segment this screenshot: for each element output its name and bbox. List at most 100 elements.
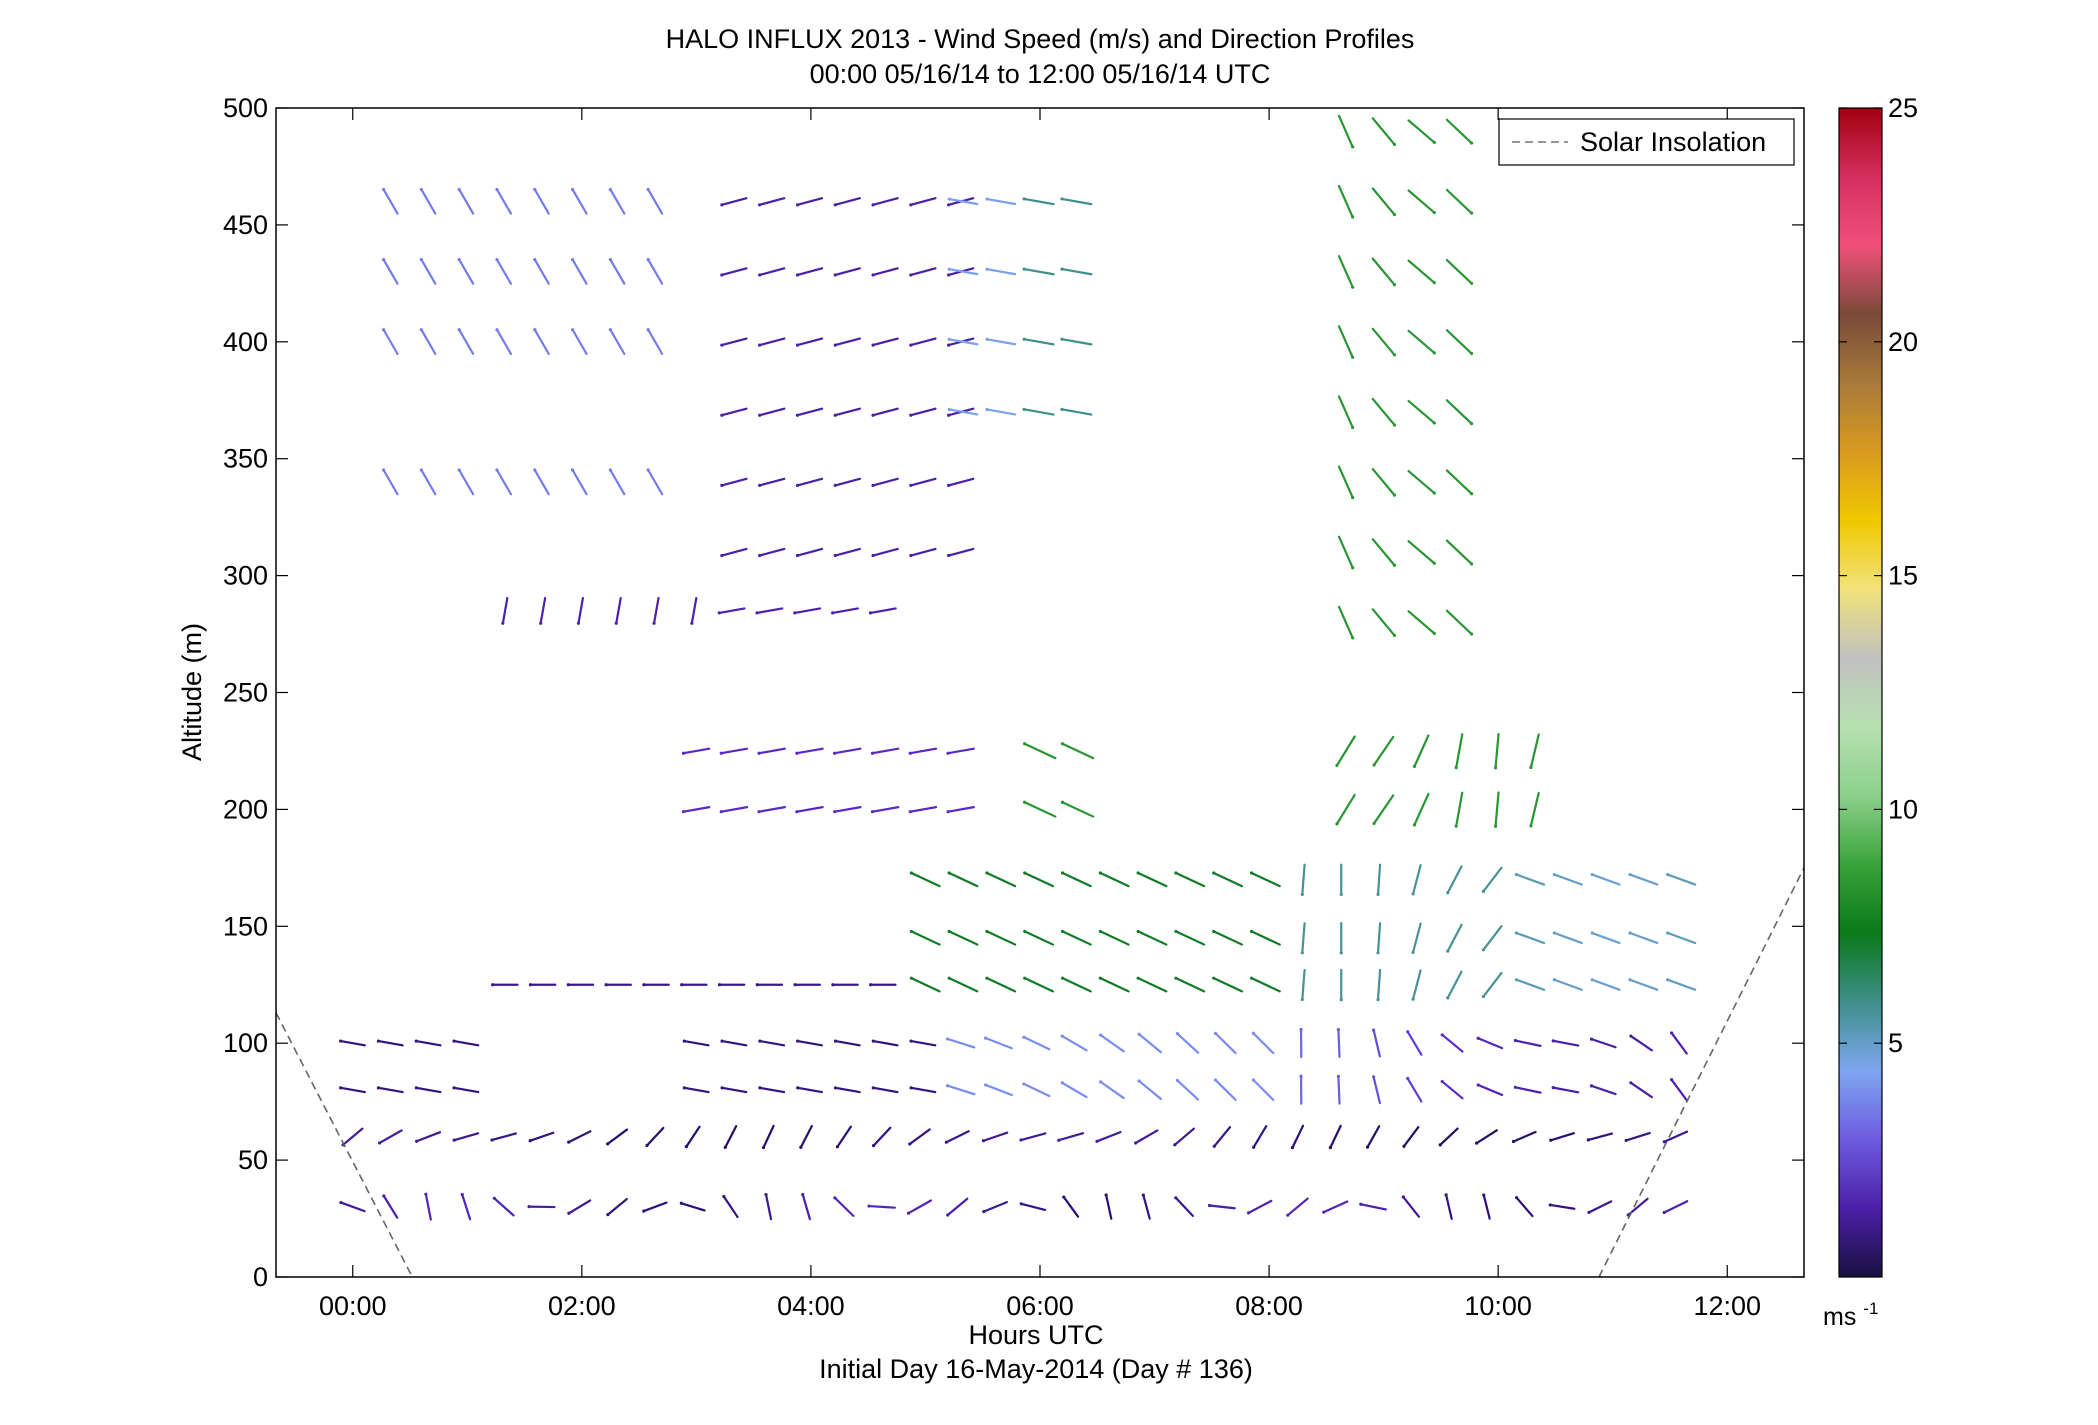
wind-barb	[720, 197, 748, 207]
wind-barb-shaft	[1482, 866, 1503, 893]
wind-barb-shaft	[1445, 609, 1473, 636]
wind-barb-head	[1432, 631, 1436, 635]
wind-barb-head	[1469, 632, 1474, 636]
wind-barb-shaft	[724, 1125, 738, 1149]
wind-barb	[909, 1086, 937, 1094]
wind-barb-shaft	[1666, 873, 1697, 886]
wind-barb-head	[1392, 563, 1397, 567]
wind-barb-shaft	[609, 188, 626, 215]
wind-barb	[533, 328, 550, 355]
wind-barb-head	[795, 273, 800, 277]
y-tick-label: 150	[223, 911, 268, 941]
wind-barb-head	[1174, 1196, 1178, 1200]
wind-barb	[1589, 1084, 1617, 1096]
wind-barb	[1445, 539, 1474, 566]
wind-barb	[795, 547, 824, 558]
wind-barb-head	[717, 611, 721, 615]
wind-barb-shaft	[1670, 1031, 1688, 1055]
wind-barb	[1438, 1127, 1459, 1147]
wind-barb	[796, 1039, 823, 1047]
wind-barb-shaft	[834, 197, 861, 206]
wind-barb-shaft	[1060, 197, 1093, 206]
wind-barb	[339, 1086, 366, 1094]
wind-barb-head	[723, 1145, 727, 1149]
wind-barb	[1476, 1036, 1504, 1050]
wind-barb	[1136, 929, 1168, 946]
wind-barb	[1023, 742, 1057, 760]
x-axis-label: Hours UTC	[968, 1320, 1103, 1350]
wind-barb	[1336, 1074, 1341, 1105]
wind-barb	[490, 1132, 517, 1142]
wind-barb	[871, 197, 899, 207]
wind-barb-head	[419, 187, 423, 192]
wind-barb	[1444, 1193, 1453, 1220]
wind-barb	[1514, 931, 1546, 945]
wind-barb	[1207, 1203, 1236, 1210]
wind-barb-shaft	[946, 747, 975, 755]
wind-barb-shaft	[1174, 871, 1206, 888]
wind-barb-shaft	[871, 267, 899, 277]
wind-barb-head	[906, 1211, 911, 1215]
wind-barb	[945, 1037, 976, 1049]
wind-barb-shaft	[533, 468, 550, 496]
wind-barb	[1337, 605, 1355, 640]
wind-barb-shaft	[757, 806, 786, 813]
wind-barb	[527, 1205, 556, 1209]
wind-barb-head	[608, 257, 612, 262]
wind-barb-shaft	[948, 930, 979, 946]
wind-barb	[719, 747, 749, 755]
wind-barb-head	[909, 553, 913, 558]
wind-barb-shaft	[1252, 1032, 1275, 1055]
wind-barb-head	[1454, 766, 1458, 770]
x-tick-label: 04:00	[777, 1291, 845, 1321]
wind-barb-head	[720, 1039, 724, 1043]
wind-barb-head	[376, 1086, 381, 1090]
wind-barb-head	[1351, 355, 1355, 359]
wind-barb-shaft	[909, 407, 937, 417]
wind-barb	[720, 337, 748, 347]
wind-barb	[495, 328, 513, 355]
wind-barb-head	[947, 267, 951, 271]
wind-barb	[985, 337, 1017, 346]
wind-barb	[567, 1130, 592, 1144]
wind-barb-shaft	[871, 806, 900, 813]
wind-barb-shaft	[1670, 1078, 1688, 1102]
wind-barb-shaft	[796, 197, 824, 206]
wind-barb-shaft	[984, 1083, 1014, 1097]
wind-barb-head	[1481, 889, 1486, 893]
wind-barb	[419, 468, 437, 496]
x-tick-label: 10:00	[1464, 1291, 1532, 1321]
wind-barb-head	[377, 1141, 382, 1145]
wind-barb	[381, 187, 399, 215]
wind-barb-head	[831, 983, 835, 987]
wind-barb	[1666, 931, 1697, 945]
wind-barb-shaft	[1174, 977, 1206, 993]
wind-barb-head	[871, 1086, 875, 1090]
wind-barb-shaft	[1137, 977, 1168, 993]
wind-barb	[947, 976, 979, 993]
wind-barb-shaft	[652, 596, 660, 625]
wind-barb-shaft	[758, 337, 786, 347]
wind-barb-shaft	[764, 1193, 773, 1221]
wind-barb-shaft	[909, 1039, 937, 1047]
wind-barb	[1407, 540, 1436, 565]
wind-barb-head	[1440, 1033, 1444, 1037]
wind-barb	[1098, 929, 1130, 946]
wind-barb-head	[758, 1086, 762, 1090]
wind-barb	[985, 197, 1017, 206]
wind-barb	[1446, 865, 1463, 895]
wind-barb	[1136, 871, 1168, 888]
wind-barb-shaft	[647, 468, 664, 496]
wind-barb-head	[1628, 978, 1632, 982]
wind-barb-shaft	[720, 806, 749, 813]
wind-barb-shaft	[1371, 187, 1396, 216]
wind-barb	[1023, 871, 1055, 888]
wind-barb	[1337, 114, 1355, 149]
wind-barb-shaft	[1252, 1125, 1268, 1149]
wind-barb	[947, 871, 979, 888]
wind-barb-head	[1290, 1146, 1295, 1150]
wind-barb-head	[1322, 1210, 1326, 1214]
wind-barb-shaft	[420, 328, 437, 355]
wind-barb-head	[495, 257, 499, 262]
wind-barb	[909, 929, 941, 946]
